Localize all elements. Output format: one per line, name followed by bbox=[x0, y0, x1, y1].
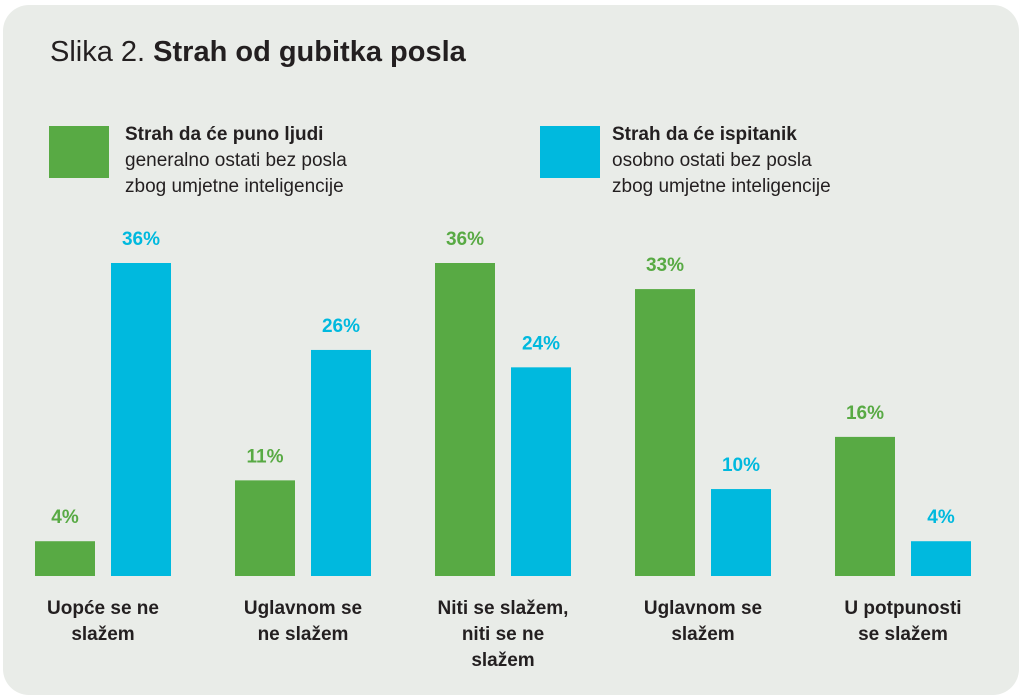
data-label-general-4: 33% bbox=[646, 255, 684, 276]
category-label-line: slažem bbox=[71, 624, 135, 645]
category-label-4: Uglavnom se slažem bbox=[603, 596, 803, 648]
category-label-line: niti se ne bbox=[461, 624, 545, 645]
bar-personal-4 bbox=[711, 489, 771, 576]
bar-personal-2 bbox=[311, 349, 371, 576]
legend-label-line: generalno ostati bez posla bbox=[125, 150, 347, 171]
data-label-personal-4: 10% bbox=[722, 455, 760, 476]
data-label-general-5: 16% bbox=[846, 403, 884, 424]
legend-swatch-general bbox=[49, 126, 109, 178]
bar-general-5 bbox=[835, 436, 895, 576]
category-label-2: Uglavnom se ne slažem bbox=[203, 596, 403, 648]
category-label-line: Niti se slažem, bbox=[437, 598, 569, 619]
data-label-general-3: 36% bbox=[446, 229, 484, 250]
category-label-line: slažem bbox=[471, 650, 535, 671]
data-label-personal-2: 26% bbox=[322, 316, 360, 337]
category-label-line: Uglavnom se bbox=[243, 598, 363, 619]
category-label-5: U potpunosti se slažem bbox=[803, 596, 1003, 648]
bar-general-2 bbox=[235, 480, 295, 576]
legend-label-line: zbog umjetne inteligencije bbox=[125, 176, 344, 197]
data-label-general-2: 11% bbox=[247, 446, 284, 467]
category-label-line: slažem bbox=[671, 624, 735, 645]
chart-card bbox=[3, 5, 1019, 695]
legend-label-line: osobno ostati bez posla bbox=[612, 150, 812, 171]
legend-swatch-personal bbox=[540, 126, 600, 178]
category-label-line: Uopće se ne bbox=[47, 598, 159, 619]
bar-personal-5 bbox=[911, 541, 971, 576]
legend-label-line: Strah da će ispitanik bbox=[612, 124, 797, 145]
data-label-personal-5: 4% bbox=[927, 507, 955, 528]
category-label-line: se slažem bbox=[858, 624, 948, 645]
legend-label-line: Strah da će puno ljudi bbox=[125, 124, 324, 145]
chart-title: Slika 2. Strah od gubitka posla bbox=[50, 36, 466, 69]
category-label-line: ne slažem bbox=[257, 624, 349, 645]
legend-entry-personal: Strah da će ispitanik osobno ostati bez … bbox=[612, 122, 831, 200]
figure-number: Slika 2. bbox=[50, 36, 154, 68]
category-label-line: U potpunosti bbox=[844, 598, 962, 619]
legend-label-line: zbog umjetne inteligencije bbox=[612, 176, 831, 197]
legend-entry-general: Strah da će puno ljudi generalno ostati … bbox=[125, 122, 347, 200]
category-label-3: Niti se slažem, niti se ne slažem bbox=[403, 596, 603, 674]
category-label-1: Uopće se ne slažem bbox=[3, 596, 203, 648]
data-label-personal-3: 24% bbox=[522, 333, 560, 354]
chart-title-text: Strah od gubitka posla bbox=[153, 36, 466, 68]
bar-general-4 bbox=[635, 289, 695, 576]
bar-personal-1 bbox=[111, 263, 171, 576]
category-label-line: Uglavnom se bbox=[643, 598, 763, 619]
bar-personal-3 bbox=[511, 367, 571, 576]
data-label-general-1: 4% bbox=[51, 507, 79, 528]
data-label-personal-1: 36% bbox=[122, 229, 160, 250]
bar-general-3 bbox=[435, 263, 495, 576]
bar-general-1 bbox=[35, 541, 95, 576]
